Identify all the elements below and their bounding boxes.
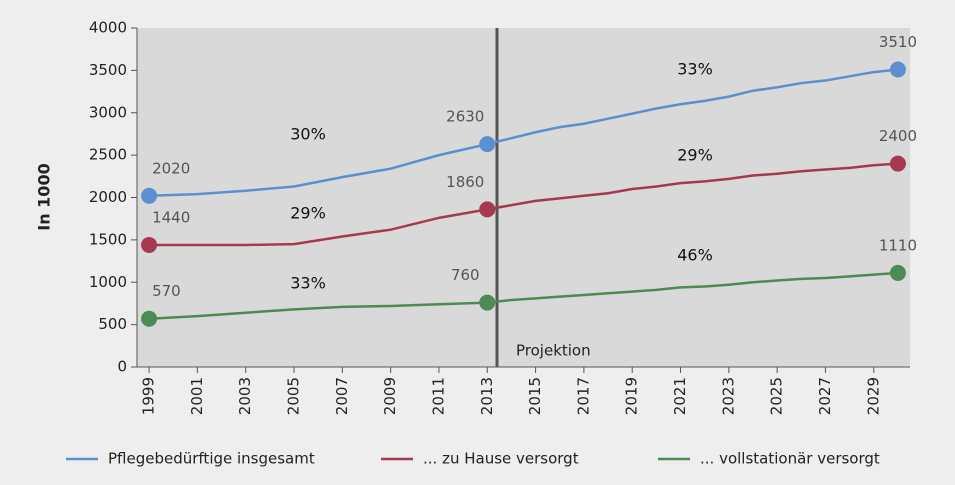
x-tick-label: 2019: [623, 377, 641, 415]
share-annotation: 29%: [290, 204, 326, 223]
legend-label: Pflegebedürftige insgesamt: [108, 450, 315, 468]
y-tick-label: 500: [98, 315, 127, 333]
y-axis-label: In 1000: [35, 163, 54, 230]
x-tick-label: 2027: [816, 377, 834, 415]
y-tick-label: 3500: [89, 61, 127, 79]
y-tick-label: 1500: [89, 230, 127, 248]
value-label: 570: [152, 282, 181, 300]
y-tick-label: 2000: [89, 188, 127, 206]
y-tick-label: 3000: [89, 103, 127, 121]
share-annotation: 29%: [677, 146, 713, 165]
value-label: 3510: [879, 33, 917, 51]
share-annotation: 46%: [677, 246, 713, 265]
x-tick-label: 2015: [526, 377, 544, 415]
x-tick-label: 2029: [864, 377, 882, 415]
series-line: [149, 271, 899, 320]
point-marker: [889, 155, 906, 172]
projection-label: Projektion: [516, 342, 591, 360]
x-tick-label: 2023: [719, 377, 737, 415]
point-marker: [889, 264, 906, 281]
x-tick-label: 2007: [333, 377, 351, 415]
x-tick-label: 2005: [285, 377, 303, 415]
value-label: 1440: [152, 208, 190, 226]
value-label: 1860: [446, 173, 484, 191]
x-tick-label: 2025: [768, 377, 786, 415]
point-marker: [479, 136, 496, 153]
x-tick-label: 2013: [478, 377, 496, 415]
share-annotation: 33%: [677, 60, 713, 79]
x-tick-label: 2011: [429, 377, 447, 415]
y-tick-label: 4000: [89, 19, 127, 37]
point-marker: [889, 61, 906, 78]
value-label: 760: [451, 266, 480, 284]
y-tick-label: 2500: [89, 146, 127, 164]
x-tick-label: 2003: [236, 377, 254, 415]
series-line: [149, 162, 899, 247]
point-marker: [479, 201, 496, 218]
value-label: 2630: [446, 108, 484, 126]
y-tick-label: 0: [117, 358, 127, 376]
legend-label: ... zu Hause versorgt: [423, 450, 579, 468]
plot-area: [137, 28, 910, 367]
point-marker: [141, 187, 158, 204]
x-tick-label: 2009: [381, 377, 399, 415]
x-tick-label: 2017: [574, 377, 592, 415]
point-marker: [141, 310, 158, 327]
series-line: [149, 68, 899, 198]
point-marker: [141, 236, 158, 253]
value-label: 1110: [879, 236, 917, 254]
y-tick-label: 1000: [89, 273, 127, 291]
x-tick-label: 2001: [188, 377, 206, 415]
x-tick-label: 2021: [671, 377, 689, 415]
share-annotation: 30%: [290, 125, 326, 144]
value-label: 2020: [152, 159, 190, 177]
x-tick-label: 1999: [140, 377, 158, 415]
point-marker: [479, 294, 496, 311]
legend-label: ... vollstationär versorgt: [700, 450, 880, 468]
share-annotation: 33%: [290, 274, 326, 293]
value-label: 2400: [879, 127, 917, 145]
